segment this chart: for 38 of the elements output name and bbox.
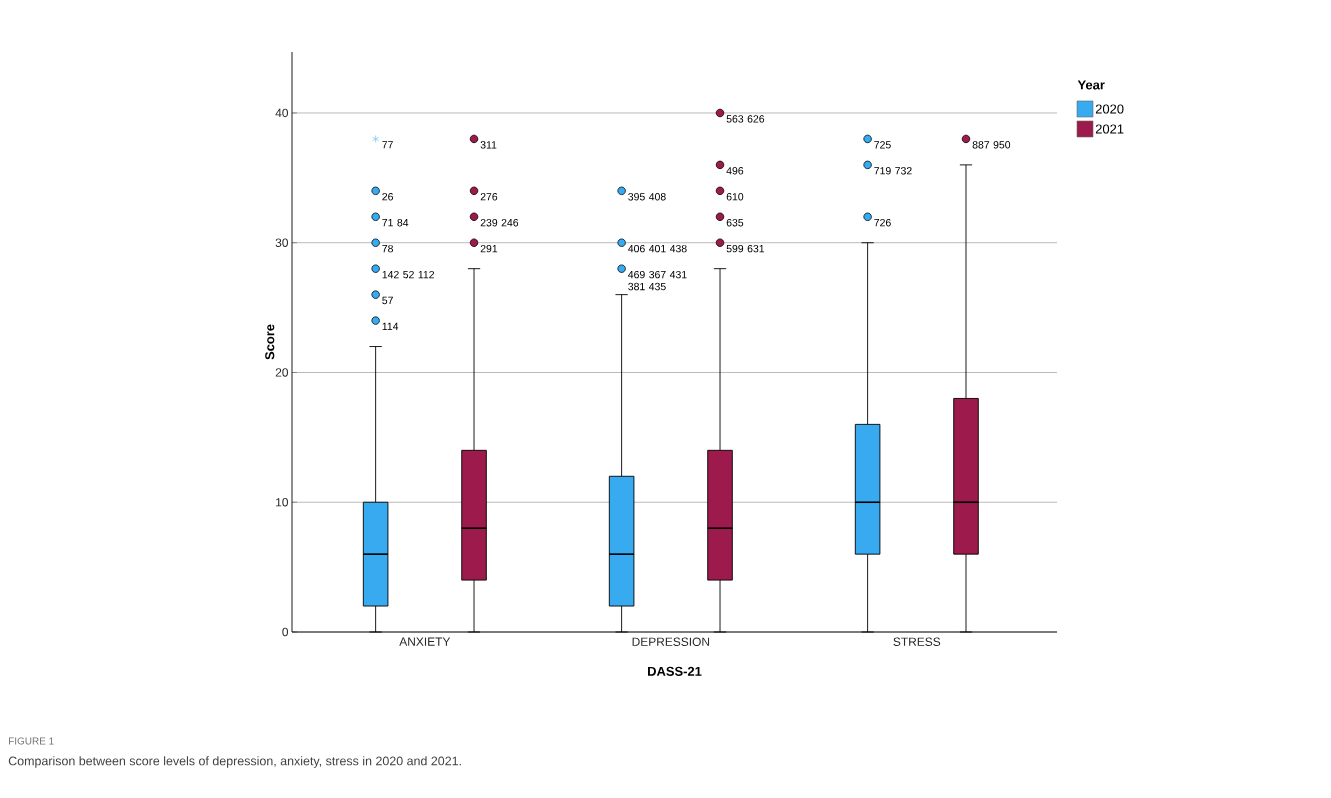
annotation: 469 367 431 381 435 — [628, 270, 687, 291]
text: Comparison between score levels of depression, anxiety, stress in 2020 and 2021. — [8, 756, 461, 768]
y-axis-title: Score — [265, 324, 275, 360]
annotation: 142 52 112 — [382, 270, 435, 279]
annotation: 276 — [480, 193, 498, 201]
x-tick-label: ANXIETY — [399, 637, 451, 646]
annotation: 719 732 — [874, 167, 912, 175]
y-tick-label: 30 — [275, 238, 289, 247]
annotation: 726 — [874, 218, 891, 227]
annotation: 239 246 — [480, 218, 519, 227]
legend-title: Year — [1077, 80, 1105, 90]
x-axis-title: DASS-21 — [648, 666, 702, 676]
annotation: 26 — [382, 193, 393, 201]
y-tick-label: 0 — [282, 627, 289, 637]
x-tick-label: DEPRESSION — [632, 637, 710, 646]
annotation: 635 — [726, 218, 744, 227]
caption: FIGURE 1 — [9, 737, 54, 745]
annotation: 887 950 — [972, 141, 1011, 149]
annotation: 406 401 438 — [628, 244, 687, 253]
annotation: 395 408 — [628, 193, 666, 201]
x-tick-label: STRESS — [893, 637, 941, 646]
annotation: 563 626 — [726, 115, 765, 123]
annotation: 78 — [382, 244, 393, 253]
annotation: 291 — [480, 244, 498, 253]
legend-label: 2021 — [1095, 124, 1124, 134]
y-tick-label: 10 — [276, 498, 289, 507]
annotation: 610 — [726, 193, 744, 201]
y-tick-label: 20 — [275, 368, 289, 377]
annotation: 114 — [382, 322, 399, 330]
annotation: 599 631 — [726, 244, 765, 253]
legend-label: 2020 — [1095, 104, 1124, 114]
annotation: 725 — [874, 141, 891, 149]
y-tick-label: 40 — [275, 108, 289, 118]
annotation: 57 — [382, 296, 393, 305]
annotation: 496 — [726, 167, 744, 175]
annotation: 77 — [382, 141, 393, 149]
annotation: 71 84 — [382, 218, 409, 227]
annotation: 311 — [480, 141, 497, 149]
